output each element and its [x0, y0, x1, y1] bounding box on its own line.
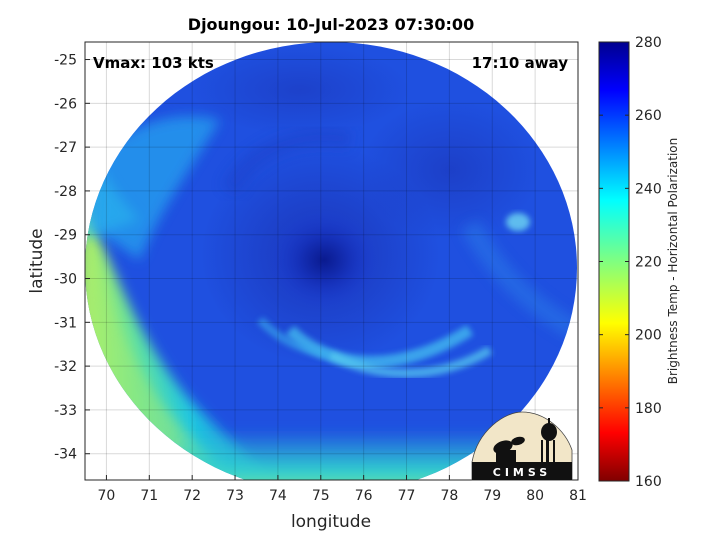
y-tick-label: -26: [54, 96, 77, 112]
vmax-annotation: Vmax: 103 kts: [93, 54, 214, 72]
chart-title: Djoungou: 10-Jul-2023 07:30:00: [188, 15, 474, 34]
x-tick-label: 81: [569, 488, 587, 504]
colorbar-tick-label: 160: [635, 474, 662, 490]
x-tick-label: 78: [440, 488, 458, 504]
x-tick-label: 76: [355, 488, 373, 504]
y-axis-label: latitude: [27, 228, 47, 293]
colorbar-tick-label: 260: [635, 108, 662, 124]
x-tick-label: 80: [526, 488, 544, 504]
y-tick-label: -28: [54, 184, 77, 200]
colorbar-ticks: 160 180 200 220 240 260 280: [599, 35, 662, 490]
x-tick-label: 77: [398, 488, 416, 504]
logo-text: CIMSS: [493, 466, 551, 479]
x-tick-label: 79: [483, 488, 501, 504]
colorbar-tick-label: 220: [635, 255, 662, 271]
y-tick-label: -33: [54, 403, 77, 419]
colorbar-tick-label: 200: [635, 328, 662, 344]
x-tick-label: 72: [183, 488, 201, 504]
y-axis-ticks: -25 -26 -27 -28 -29 -30 -31 -32 -33 -34: [54, 53, 90, 463]
away-annotation: 17:10 away: [472, 54, 569, 72]
y-tick-label: -30: [54, 272, 77, 288]
x-tick-label: 75: [312, 488, 330, 504]
x-tick-label: 70: [98, 488, 116, 504]
x-tick-label: 74: [269, 488, 287, 504]
colorbar-tick-label: 240: [635, 181, 662, 197]
colorbar: [598, 41, 630, 482]
plot-frame: [84, 41, 579, 481]
y-tick-label: -32: [54, 359, 77, 375]
x-tick-label: 73: [226, 488, 244, 504]
y-tick-label: -34: [54, 447, 77, 463]
x-tick-label: 71: [140, 488, 158, 504]
cimss-logo: CIMSS: [471, 411, 573, 481]
y-tick-label: -25: [54, 53, 77, 69]
y-tick-label: -29: [54, 228, 77, 244]
x-axis-label: longitude: [291, 512, 371, 532]
y-tick-label: -31: [54, 315, 77, 331]
y-tick-label: -27: [54, 140, 77, 156]
colorbar-tick-label: 280: [635, 35, 662, 51]
colorbar-label: Brightness Temp - Horizontal Polarizatio…: [666, 138, 680, 385]
colorbar-tick-label: 180: [635, 401, 662, 417]
